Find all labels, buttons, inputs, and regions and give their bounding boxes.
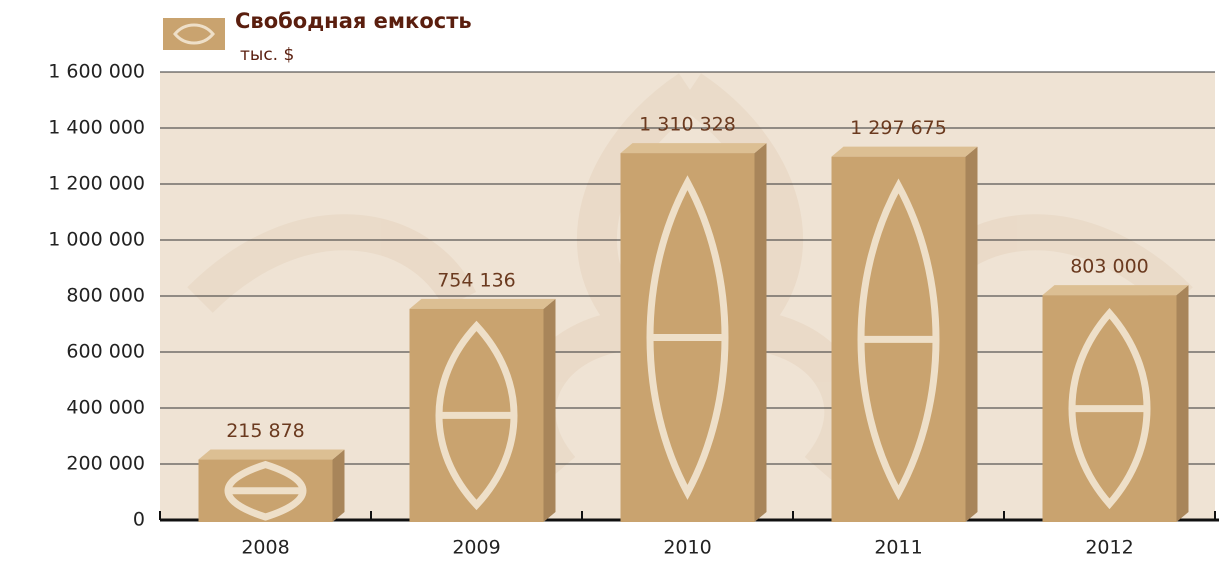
bar-side [965, 146, 978, 522]
bar-top [1042, 285, 1189, 296]
bar-top [409, 298, 556, 309]
bar-side [332, 449, 345, 522]
y-tick-label: 1 600 000 [48, 61, 145, 83]
bar-side [754, 143, 767, 522]
y-tick-label: 400 000 [66, 397, 145, 419]
title-icon-ornament [173, 23, 215, 45]
x-tick-label: 2009 [452, 537, 500, 559]
bar-ornament [1068, 307, 1151, 510]
y-tick-label: 1 200 000 [48, 173, 145, 195]
bar-ornament [224, 460, 307, 521]
y-tick-label: 1 400 000 [48, 117, 145, 139]
y-tick-label: 600 000 [66, 341, 145, 363]
bar-ornament [857, 178, 940, 501]
chart-title: Свободная емкость [235, 9, 472, 33]
value-label: 215 878 [226, 420, 305, 442]
value-label: 754 136 [437, 269, 516, 291]
bar-ornament [435, 320, 518, 511]
x-tick-label: 2012 [1085, 537, 1133, 559]
y-tick-label: 800 000 [66, 285, 145, 307]
y-tick-label: 1 000 000 [48, 229, 145, 251]
y-tick-label: 200 000 [66, 453, 145, 475]
chart-subtitle: тыс. $ [240, 45, 294, 65]
value-label: 1 297 675 [850, 117, 947, 139]
bar-top [620, 143, 767, 154]
bar-side [543, 298, 556, 522]
x-tick-label: 2011 [874, 537, 922, 559]
y-tick-label: 0 [133, 509, 145, 531]
bar-top [831, 146, 978, 157]
value-label: 1 310 328 [639, 114, 736, 136]
bar-side [1176, 285, 1189, 522]
value-label: 803 000 [1070, 256, 1149, 278]
title-icon [163, 18, 225, 50]
bar-top [198, 449, 345, 460]
x-tick-label: 2008 [241, 537, 289, 559]
bar-ornament [646, 175, 729, 500]
x-tick-label: 2010 [663, 537, 711, 559]
